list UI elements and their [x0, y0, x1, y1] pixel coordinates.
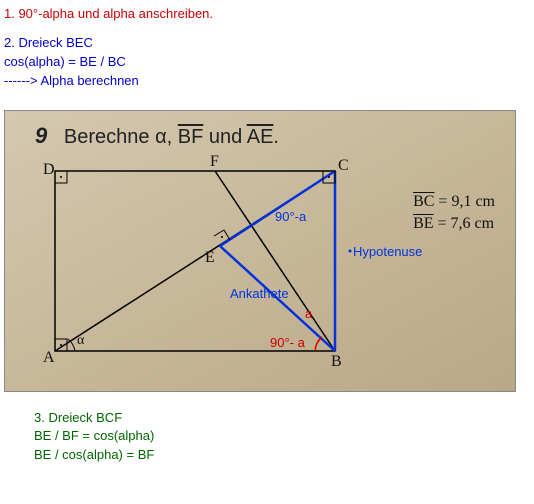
step2-line1: 2. Dreieck BEC — [4, 35, 530, 52]
given-be-val: = 7,6 cm — [434, 215, 495, 232]
anno-90a-bottom: 90°- a — [270, 335, 305, 350]
anno-90a-top: 90°-a — [275, 209, 306, 224]
step3-line3: BE / cos(alpha) = BF — [34, 447, 530, 464]
geometry-svg — [5, 111, 515, 391]
label-A: A — [43, 349, 55, 367]
anno-ankathete: Ankathete — [230, 286, 289, 301]
given-bc-val: = 9,1 cm — [434, 193, 495, 210]
step1-text: 1. 90°-alpha und alpha anschreiben. — [4, 6, 530, 23]
label-alpha: α — [77, 333, 84, 349]
given-bc-seg: BC — [413, 193, 434, 210]
step3-line1: 3. Dreieck BCF — [34, 410, 530, 427]
anno-hypotenuse: Hypotenuse — [353, 244, 422, 259]
label-F: F — [210, 153, 219, 171]
label-B: B — [331, 353, 342, 371]
step2-line2: cos(alpha) = BE / BC — [4, 54, 530, 71]
given-be-seg: BE — [413, 215, 433, 232]
label-E: E — [205, 249, 215, 267]
label-C: C — [338, 157, 349, 175]
step2-line3: ------> Alpha berechnen — [4, 73, 530, 90]
label-D: D — [43, 161, 55, 179]
step3-line2: BE / BF = cos(alpha) — [34, 428, 530, 445]
given-values: BC = 9,1 cm BE = 7,6 cm — [413, 191, 495, 236]
diagram-photo: 9 Berechne α, BF und AE. D F C E A B — [4, 110, 516, 392]
anno-a: a — [305, 306, 312, 321]
